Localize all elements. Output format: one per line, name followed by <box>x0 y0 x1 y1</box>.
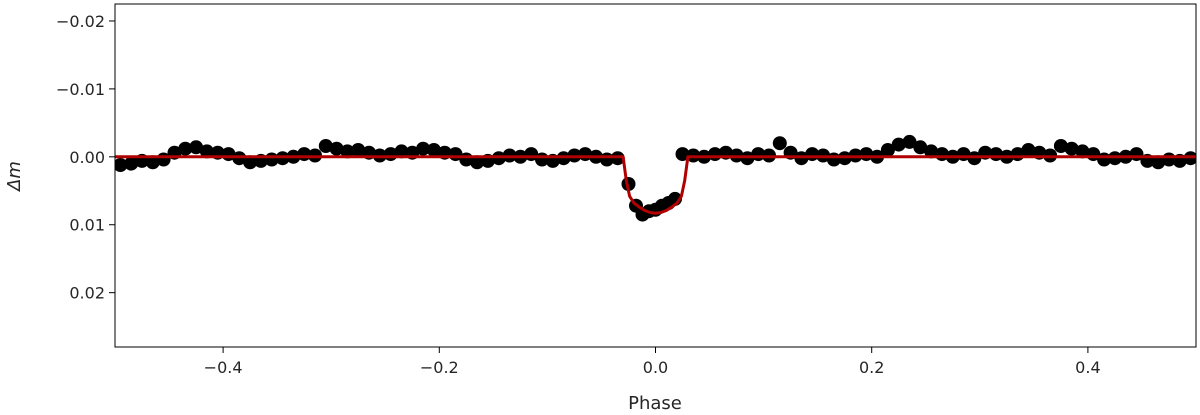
binned-point <box>189 140 204 155</box>
y-axis-ticks: −0.02 −0.01 0.00 0.01 0.02 <box>56 12 115 303</box>
binned-point <box>1075 144 1090 159</box>
binned-point <box>416 141 431 156</box>
x-tick-label: 0.4 <box>1075 358 1100 377</box>
y-tick-label: 0.00 <box>69 148 105 167</box>
y-tick-label: −0.02 <box>56 12 105 31</box>
binned-point <box>329 141 344 156</box>
binned-point <box>1151 155 1166 170</box>
binned-point <box>178 141 193 156</box>
binned-point <box>115 158 128 172</box>
binned-point <box>1021 143 1036 157</box>
binned-point <box>1064 141 1079 156</box>
y-tick-label: 0.01 <box>69 216 105 235</box>
x-tick-label: 0.2 <box>859 358 884 377</box>
binned-point <box>243 155 258 170</box>
transit-model-line <box>115 155 1196 215</box>
x-tick-label: −0.2 <box>420 358 459 377</box>
transit-model-series <box>115 155 1196 215</box>
binned-point <box>124 156 139 171</box>
y-tick-label: 0.02 <box>69 284 105 303</box>
x-axis-ticks: −0.4 −0.2 0.0 0.2 0.4 <box>204 347 1101 377</box>
binned-point <box>145 155 160 170</box>
binned-point <box>426 143 441 157</box>
binned-point <box>902 134 917 149</box>
x-tick-label: 0.0 <box>643 358 668 377</box>
binned-point <box>675 147 690 162</box>
binned-point <box>470 155 485 170</box>
binned-point <box>394 144 409 159</box>
binned-point <box>880 143 895 157</box>
binned-point <box>1053 139 1068 153</box>
y-axis-label: Δm <box>4 161 25 193</box>
binned-point <box>340 144 355 159</box>
y-tick-label: −0.01 <box>56 80 105 99</box>
binned-point <box>318 139 333 153</box>
binned-point <box>351 143 366 157</box>
binned-point <box>924 144 939 159</box>
binned-point <box>199 144 214 159</box>
binned-point <box>772 136 787 151</box>
x-axis-label: Phase <box>628 393 682 414</box>
x-tick-label: −0.4 <box>204 358 243 377</box>
binned-point <box>913 140 928 155</box>
binned-point <box>891 137 906 152</box>
plot-area-background <box>115 4 1196 347</box>
